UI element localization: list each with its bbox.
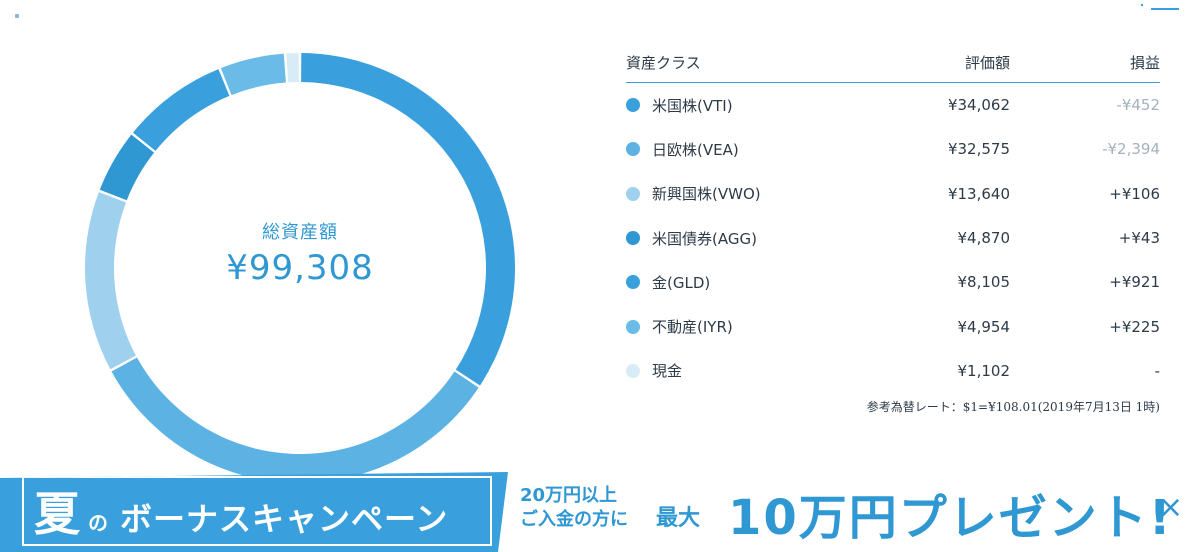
asset-name-text: 日欧株(VEA) (652, 140, 739, 159)
donut-slice[interactable] (301, 53, 515, 386)
legend-bullet-icon (626, 98, 640, 113)
asset-profit-loss: +¥43 (1118, 229, 1160, 248)
asset-valuation: ¥4,870 (957, 229, 1011, 248)
banner-condition-line2: ご入金の方に (520, 509, 628, 530)
asset-name-text: 現金 (652, 362, 683, 381)
asset-profit-loss: +¥106 (1109, 184, 1160, 203)
donut-svg (85, 53, 515, 484)
legend-bullet-icon (626, 231, 640, 246)
asset-name: 米国株(VTI) (626, 95, 870, 116)
donut-slice[interactable] (111, 357, 479, 484)
table-row: 不動産(IYR) ¥4,954 +¥225 (626, 304, 1160, 348)
asset-valuation: ¥32,575 (947, 140, 1010, 159)
table-row: 米国株(VTI) ¥34,062 -¥452 (626, 83, 1160, 127)
total-assets-label: 総資産額 (262, 222, 338, 243)
asset-name-text: 米国債券(AGG) (652, 229, 757, 248)
header-profit-loss: 損益 (1129, 53, 1160, 72)
table-row: 現金 ¥1,102 - (626, 349, 1160, 393)
banner-condition: 20万円以上 ご入金の方に (520, 484, 628, 532)
banner-offer-panel[interactable]: 20万円以上 ご入金の方に 最大 10万円プレゼント! × (508, 472, 1200, 552)
asset-name-text: 米国株(VTI) (652, 96, 733, 115)
legend-bullet-icon (626, 363, 640, 378)
asset-name: 新興国株(VWO) (626, 183, 870, 204)
donut-slice[interactable] (85, 192, 136, 370)
asset-profit-loss: +¥225 (1109, 317, 1160, 336)
legend-bullet-icon (626, 319, 640, 334)
banner-title-campaign: ボーナスキャンペーン (120, 500, 449, 538)
table-row: 金(GLD) ¥8,105 +¥921 (626, 260, 1160, 304)
exchange-rate-note: 参考為替レート：$1=¥108.01(2019年7月13日 1時) (866, 400, 1160, 414)
table-header: 資産クラス 評価額 損益 (626, 42, 1160, 83)
asset-name: 米国債券(AGG) (626, 228, 870, 249)
banner-title-particle: の (88, 511, 108, 535)
asset-valuation: ¥13,640 (947, 184, 1010, 203)
asset-name-text: 不動産(IYR) (652, 318, 733, 337)
banner-title-panel[interactable]: 夏 の ボーナスキャンペーン (0, 472, 508, 552)
banner-frame (22, 476, 492, 546)
asset-name-text: 新興国株(VWO) (652, 185, 761, 204)
top-edge-fragment (15, 14, 19, 18)
asset-table: 資産クラス 評価額 損益 米国株(VTI) ¥34,062 -¥452 日欧株(VEA… (626, 42, 1160, 393)
campaign-banner[interactable]: 夏 の ボーナスキャンペーン 20万円以上 ご入金の方に 最大 10万円プレゼン… (0, 472, 1200, 552)
header-asset-class: 資産クラス (626, 53, 701, 72)
banner-prize: 10万円プレゼント! (728, 490, 1173, 546)
asset-valuation: ¥34,062 (947, 96, 1010, 115)
asset-valuation: ¥4,954 (957, 317, 1011, 336)
total-assets-value: ¥99,308 (226, 248, 374, 288)
table-rows: 米国株(VTI) ¥34,062 -¥452 日欧株(VEA) ¥32,575 -¥2,3… (626, 83, 1160, 393)
banner-title: 夏 の ボーナスキャンペーン (34, 478, 448, 544)
asset-valuation: ¥8,105 (957, 273, 1011, 292)
header-valuation: 評価額 (964, 53, 1010, 72)
asset-name: 不動産(IYR) (626, 316, 870, 337)
asset-name: 現金 (626, 360, 870, 381)
table-row: 新興国株(VWO) ¥13,640 +¥106 (626, 172, 1160, 216)
asset-name: 日欧株(VEA) (626, 139, 870, 160)
donut-slice[interactable] (220, 53, 286, 96)
table-row: 日欧株(VEA) ¥32,575 -¥2,394 (626, 127, 1160, 171)
asset-profit-loss: - (1154, 361, 1160, 380)
hamburger-menu-icon[interactable] (1141, 0, 1181, 18)
banner-close-button[interactable]: × (1158, 490, 1184, 525)
legend-bullet-icon (626, 275, 640, 290)
table-row: 米国債券(AGG) ¥4,870 +¥43 (626, 216, 1160, 260)
asset-profit-loss: -¥2,394 (1102, 140, 1160, 159)
donut-slice[interactable] (132, 69, 230, 151)
donut-center: 総資産額 ¥99,308 (80, 218, 520, 288)
asset-profit-loss: +¥921 (1109, 273, 1160, 292)
donut-slice[interactable] (286, 53, 299, 83)
banner-condition-line1: 20万円以上 (520, 485, 618, 506)
asset-donut-chart: 総資産額 ¥99,308 (80, 48, 520, 488)
banner-max-label: 最大 (656, 506, 701, 531)
asset-name-text: 金(GLD) (652, 273, 711, 292)
asset-valuation: ¥1,102 (957, 361, 1011, 380)
legend-bullet-icon (626, 186, 640, 201)
banner-title-season: 夏 (34, 487, 80, 541)
donut-slice[interactable] (99, 134, 155, 201)
asset-name: 金(GLD) (626, 272, 870, 293)
legend-bullet-icon (626, 142, 640, 157)
asset-profit-loss: -¥452 (1116, 96, 1160, 115)
